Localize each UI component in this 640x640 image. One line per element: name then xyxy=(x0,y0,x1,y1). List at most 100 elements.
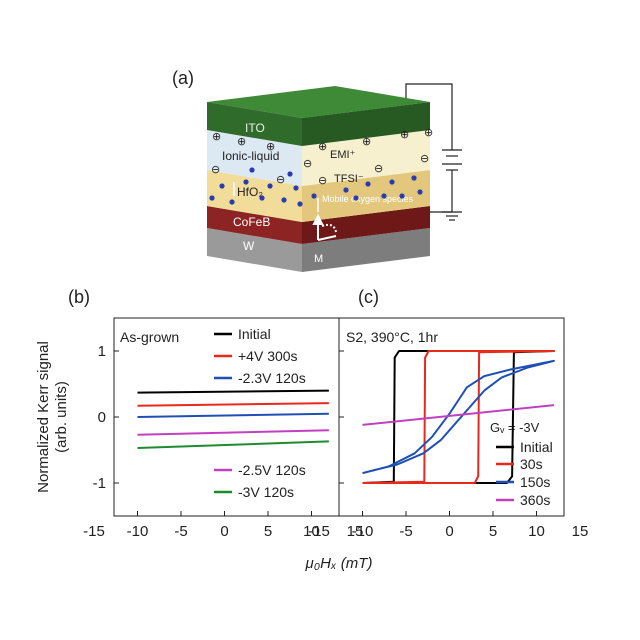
minus-icon: ⊖ xyxy=(374,163,383,175)
hfo2-layer-front xyxy=(207,170,302,222)
oxygen-dot xyxy=(219,183,225,189)
emi-label: EMI⁺ xyxy=(330,149,356,161)
legend-label: +4V 300s xyxy=(238,348,298,364)
hfo2-label: HfO₂ xyxy=(237,185,263,199)
oxygen-dot xyxy=(297,201,303,207)
panel-c-ticks: -15 -10 -5 0 5 10 15 xyxy=(308,350,589,540)
m-label: M xyxy=(314,253,323,265)
tfsi-label: TFSI⁻ xyxy=(334,173,364,185)
minus-icon: ⊖ xyxy=(276,174,285,186)
panel-c-legend-title: Gᵥ = -3V xyxy=(490,420,540,435)
x-axis-label: μ₀Hₓ (mT) xyxy=(305,555,373,572)
panel-a-label: (a) xyxy=(172,68,194,88)
plus-icon: ⊕ xyxy=(318,141,327,153)
hfo2-layer-side xyxy=(302,170,430,222)
cofeb-layer-front xyxy=(207,206,302,244)
x-tick-label: -5 xyxy=(399,523,412,540)
oxygen-dot xyxy=(353,195,359,201)
cofeb-layer-side xyxy=(302,206,430,244)
legend-label: 150s xyxy=(520,474,550,490)
panel-b-annotation: As-grown xyxy=(120,329,179,345)
series-line xyxy=(362,404,555,426)
ito-layer-side xyxy=(302,102,430,146)
ito-label: ITO xyxy=(245,121,265,135)
series-line xyxy=(137,429,329,436)
oxygen-dot xyxy=(209,195,215,201)
legend-label: 30s xyxy=(520,456,543,472)
x-tick-label: -15 xyxy=(308,523,330,540)
w-layer-side xyxy=(302,228,430,272)
mobile-oxygen-label: Mobile oxygen species xyxy=(322,194,414,204)
panel-c-annotation: S2, 390°C, 1hr xyxy=(346,329,438,345)
series-line xyxy=(362,350,555,484)
y-tick-label: -1 xyxy=(93,475,106,492)
panel-b-label: (b) xyxy=(68,287,90,307)
panel-b-legend: Initial +4V 300s -2.3V 120s -2.5V 120s -3V 1… xyxy=(214,326,306,500)
minus-icon: ⊖ xyxy=(318,175,327,187)
oxygen-dot xyxy=(417,189,423,195)
oxygen-dots xyxy=(209,167,423,207)
oxygen-dot xyxy=(293,185,299,191)
panel-c: (c) S2, 390°C, 1hr Gᵥ = -3V -15 -10 -5 0 5 10… xyxy=(308,287,588,540)
plus-icon: ⊕ xyxy=(400,129,409,141)
legend-label: -2.5V 120s xyxy=(238,462,306,478)
x-tick-label: 10 xyxy=(303,523,320,540)
oxygen-dot xyxy=(365,181,371,187)
plus-icon: ⊕ xyxy=(266,141,275,153)
x-tick-label: 15 xyxy=(572,523,589,540)
legend-label: -3V 120s xyxy=(238,484,294,500)
y-axis-label-units: (arb. units) xyxy=(53,381,70,453)
minus-icon: ⊖ xyxy=(211,164,220,176)
series-line xyxy=(137,389,329,394)
voltage-circuit xyxy=(405,83,462,221)
oxygen-dot xyxy=(411,175,417,181)
panel-c-label: (c) xyxy=(358,287,379,307)
x-tick-label: -10 xyxy=(127,523,149,540)
legend-label: Initial xyxy=(520,439,553,455)
plus-icon: ⊕ xyxy=(362,136,371,148)
oxygen-dot xyxy=(249,167,255,173)
x-tick-label: 15 xyxy=(347,523,364,540)
plus-icon: ⊕ xyxy=(237,136,246,148)
w-label: W xyxy=(243,239,255,253)
oxygen-dot xyxy=(389,179,395,185)
series-line xyxy=(137,440,329,449)
anion-symbols: ⊖ ⊖ ⊖ ⊖ ⊖ ⊖ xyxy=(211,153,429,187)
arrow-right-icon xyxy=(317,235,337,241)
cation-symbols: ⊕ ⊕ ⊕ ⊕ ⊕ ⊕ ⊕ xyxy=(212,127,433,153)
rotation-arc-icon xyxy=(321,223,337,233)
panel-b-series xyxy=(137,389,329,449)
legend-label: -2.3V 120s xyxy=(238,370,306,386)
oxygen-dot xyxy=(343,187,349,193)
x-tick-label: -15 xyxy=(83,523,105,540)
circuit-wire-top xyxy=(405,83,453,150)
ito-layer-front xyxy=(207,102,302,146)
x-tick-label: -5 xyxy=(174,523,187,540)
oxygen-dot xyxy=(281,197,287,203)
oxygen-dot xyxy=(267,183,273,189)
x-tick-label: 10 xyxy=(528,523,545,540)
x-tick-label: 0 xyxy=(220,523,228,540)
oxygen-dot xyxy=(399,193,405,199)
x-tick-label: 5 xyxy=(264,523,272,540)
plus-icon: ⊕ xyxy=(424,127,433,139)
x-tick-label: 5 xyxy=(489,523,497,540)
legend-label: Initial xyxy=(238,326,271,342)
x-tick-label: -10 xyxy=(352,523,374,540)
cofeb-label: CoFeB xyxy=(233,215,270,229)
x-tick-label: 0 xyxy=(445,523,453,540)
oxygen-dot xyxy=(311,193,317,199)
arrowhead-icon xyxy=(312,213,324,225)
oxygen-dot xyxy=(243,179,249,185)
ionic-layer-side xyxy=(302,130,430,186)
series-line xyxy=(137,412,329,418)
minus-icon: ⊖ xyxy=(420,153,429,165)
oxygen-dot xyxy=(381,193,387,199)
series-line xyxy=(362,359,555,475)
ito-layer-top xyxy=(207,86,430,118)
plus-icon: ⊕ xyxy=(212,131,221,143)
oxygen-dot xyxy=(259,195,265,201)
